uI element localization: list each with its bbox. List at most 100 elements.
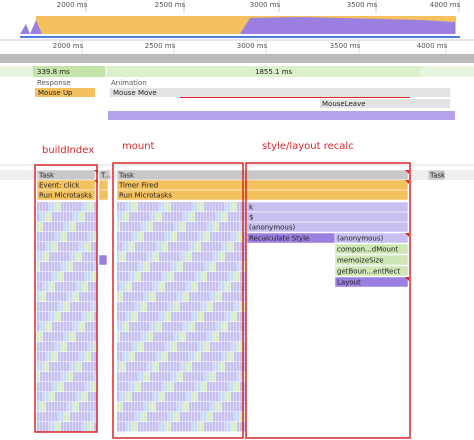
flame-entry (85, 382, 88, 392)
interaction (320, 99, 450, 108)
flame-entry (138, 352, 141, 362)
flame-entry (144, 342, 147, 352)
flame-entry (243, 292, 246, 302)
flame-entry (153, 272, 156, 282)
flame-entry (147, 412, 150, 422)
flame-entry (64, 302, 67, 312)
flame-entry (225, 322, 228, 332)
flame-entry (171, 322, 174, 332)
flame-entry (40, 352, 43, 362)
flame-entry (171, 342, 174, 352)
flame-entry (129, 342, 132, 352)
flame-entry (207, 392, 210, 402)
flame-entry (204, 382, 207, 392)
flame-entry (162, 302, 165, 312)
flame-entry (126, 302, 129, 312)
flame-entry (37, 272, 40, 282)
flame-entry (168, 292, 171, 302)
flame-entry (165, 312, 168, 322)
flame-entry (123, 322, 126, 332)
flame-entry (49, 282, 52, 292)
flame-entry (171, 302, 174, 312)
flame-entry (156, 352, 159, 362)
flame-entry (70, 322, 73, 332)
flame-entry (174, 392, 177, 402)
flame-entry (85, 352, 88, 362)
flame-entry (58, 242, 61, 252)
flame-entry (156, 322, 159, 332)
flame-entry (213, 422, 216, 432)
flame-entry (120, 272, 123, 282)
flame-entry (82, 422, 85, 432)
flame-entry (201, 372, 204, 382)
flame-entry (228, 252, 231, 262)
flame-entry (183, 282, 186, 292)
flame-entry (153, 252, 156, 262)
annotation-box (34, 164, 98, 433)
flame-entry (177, 392, 180, 402)
flame-entry (156, 222, 159, 232)
flame-entry (88, 372, 91, 382)
tick-label: 4000 ms (417, 42, 448, 50)
flame-entry (240, 322, 243, 332)
flame-entry (85, 222, 88, 232)
flame-entry (189, 362, 192, 372)
flame-entry (207, 382, 210, 392)
flame-entry (88, 212, 91, 222)
flame-entry (123, 212, 126, 222)
flame-entry (67, 282, 70, 292)
flame-entry (129, 392, 132, 402)
flame-entry (58, 402, 61, 412)
flame-entry (216, 322, 219, 332)
flame-entry (201, 402, 204, 412)
flame-entry (210, 382, 213, 392)
flame-entry (85, 372, 88, 382)
flame-entry (144, 282, 147, 292)
flame-entry (91, 372, 94, 382)
flame-entry (147, 262, 150, 272)
flame-entry (204, 362, 207, 372)
flame-entry (138, 332, 141, 342)
flame-entry (219, 292, 222, 302)
flame-entry (168, 332, 171, 342)
flame-entry (201, 332, 204, 342)
flame-entry (76, 202, 79, 212)
flame-entry (91, 282, 94, 292)
track-label: Response (37, 79, 71, 87)
flame-entry (129, 302, 132, 312)
flame-entry (177, 222, 180, 232)
flame-entry (219, 322, 222, 332)
flame-entry (171, 362, 174, 372)
flame-entry (94, 372, 97, 382)
flame-entry (174, 282, 177, 292)
flame-entry (228, 282, 231, 292)
flame-entry (207, 232, 210, 242)
flame-entry (237, 282, 240, 292)
flame-entry (207, 292, 210, 302)
flame-entry (222, 402, 225, 412)
flame-entry (52, 412, 55, 422)
flame-entry (237, 242, 240, 252)
flame-entry (52, 392, 55, 402)
flame-entry (52, 292, 55, 302)
flame-entry (61, 242, 64, 252)
flame-entry (174, 312, 177, 322)
flame-entry (123, 232, 126, 242)
flame-entry (177, 322, 180, 332)
flame-entry (201, 202, 204, 212)
flame-entry (240, 342, 243, 352)
flame-entry (37, 362, 40, 372)
flame-entry (177, 352, 180, 362)
flame-entry (204, 222, 207, 232)
flame-entry (73, 312, 76, 322)
flame-entry (192, 202, 195, 212)
flame-entry (174, 202, 177, 212)
flame-entry (94, 232, 97, 242)
flame-entry (49, 232, 52, 242)
flame-entry (225, 292, 228, 302)
flame-entry (174, 242, 177, 252)
flame-entry (138, 222, 141, 232)
flame-entry (67, 342, 70, 352)
flame-entry (159, 352, 162, 362)
flame-entry (195, 202, 198, 212)
